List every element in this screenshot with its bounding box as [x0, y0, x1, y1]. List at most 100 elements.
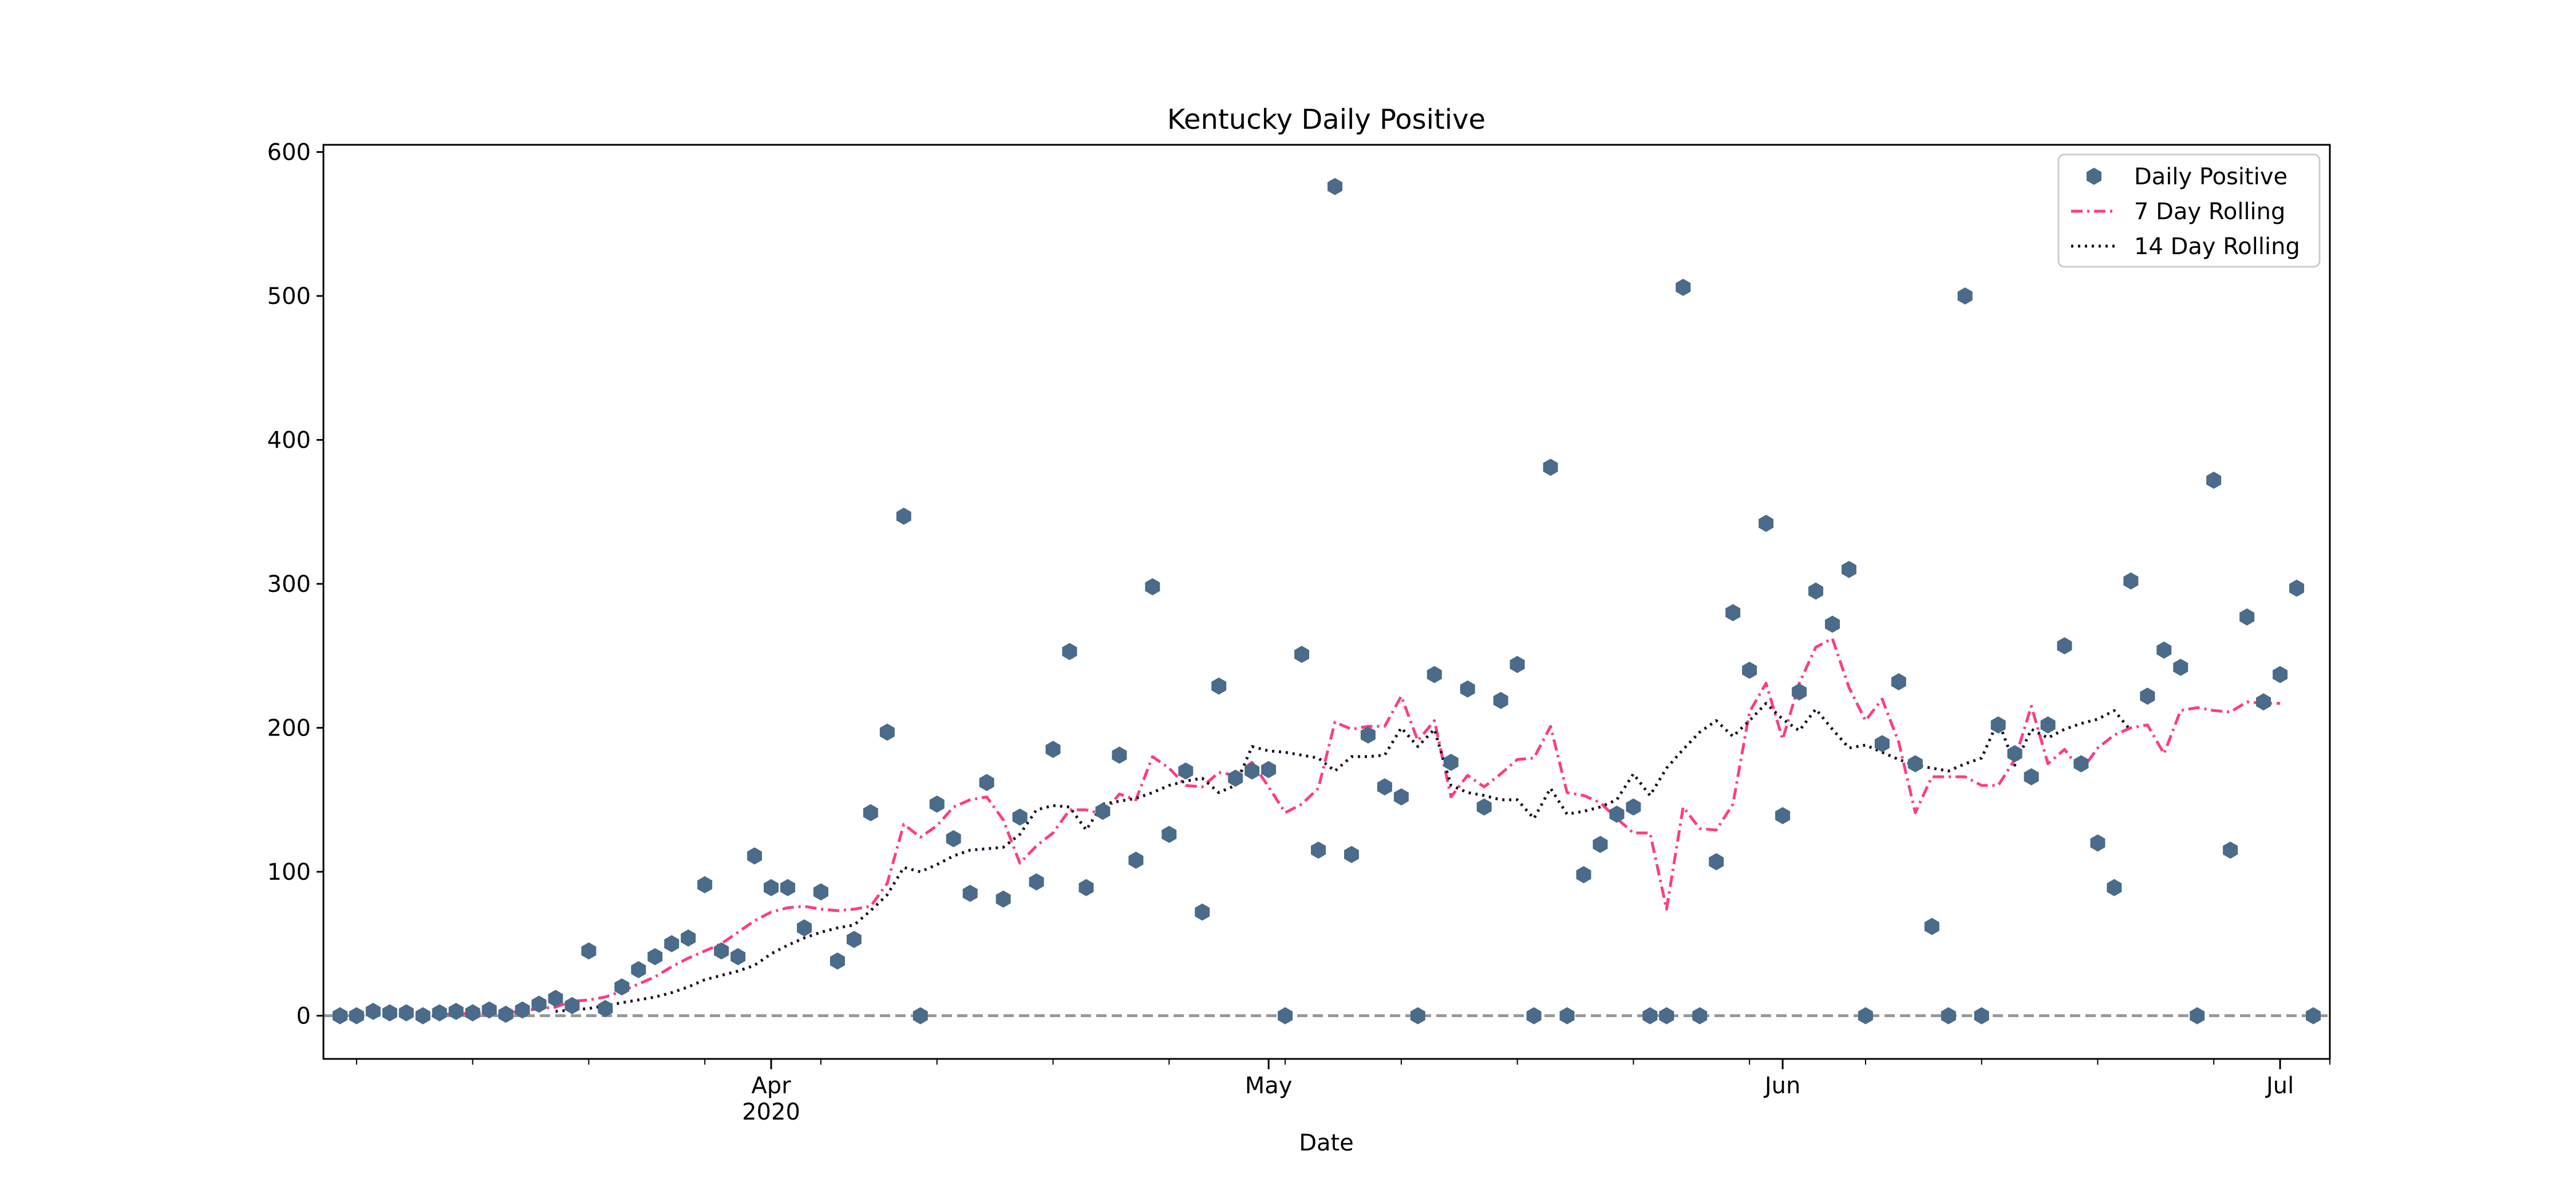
data-point [2057, 637, 2072, 655]
data-point [1692, 1007, 1708, 1025]
legend-label-14-day-rolling: 14 Day Rolling [2134, 234, 2300, 260]
data-point [1609, 805, 1625, 823]
data-point [2007, 745, 2022, 762]
data-point [2306, 1007, 2321, 1025]
data-point [448, 1003, 464, 1020]
y-tick-label: 0 [297, 1003, 311, 1030]
data-point [1759, 515, 1774, 532]
data-point [1559, 1007, 1575, 1025]
data-point [1128, 851, 1144, 869]
data-point [1393, 788, 1409, 806]
data-point [598, 1000, 613, 1017]
data-point [1941, 1007, 1956, 1025]
data-point [1775, 807, 1791, 824]
data-point [863, 804, 878, 821]
data-point [1112, 746, 1127, 764]
data-point [1907, 755, 1923, 773]
data-point [1095, 802, 1111, 820]
data-point [432, 1004, 447, 1022]
data-point [465, 1004, 480, 1022]
data-point [697, 876, 713, 893]
data-point [1593, 836, 1608, 853]
data-point [1626, 798, 1641, 816]
legend: Daily Positive 7 Day Rolling 14 Day Rollin… [2057, 153, 2321, 268]
data-point [1278, 1007, 1293, 1025]
data-point [1228, 769, 1243, 787]
data-point [1990, 716, 2006, 734]
data-point [1642, 1007, 1658, 1025]
data-point [415, 1007, 430, 1025]
x-tick-sublabel: 2020 [742, 1099, 800, 1125]
data-point [847, 931, 862, 948]
data-point [2140, 687, 2155, 705]
data-point [1510, 655, 1525, 673]
data-point [1874, 735, 1890, 753]
data-point [2156, 641, 2172, 659]
data-point [1045, 741, 1061, 758]
x-tick-label: Jun [1763, 1073, 1801, 1099]
data-point [1145, 578, 1160, 596]
data-point [1344, 845, 1359, 863]
data-point [333, 1007, 347, 1025]
y-tick-label: 200 [267, 715, 311, 742]
data-point [2040, 716, 2056, 734]
data-point [481, 1001, 497, 1019]
data-point [614, 978, 630, 996]
data-point [1709, 853, 1724, 871]
x-axis-label: Date [1299, 1130, 1354, 1156]
legend-label-7-day-rolling: 7 Day Rolling [2134, 199, 2285, 225]
legend-box [2057, 153, 2321, 268]
data-point [1261, 761, 1277, 778]
data-point [2206, 472, 2222, 489]
y-tick-label: 600 [267, 140, 311, 166]
data-point [1195, 903, 1210, 921]
data-point [929, 795, 945, 813]
data-point [1460, 680, 1475, 698]
data-point [564, 997, 580, 1014]
data-point [2239, 608, 2255, 626]
x-tick-label: Apr [752, 1073, 792, 1099]
data-point [946, 830, 961, 848]
data-point [1078, 879, 1094, 896]
data-point [714, 942, 729, 960]
data-point [1377, 778, 1392, 796]
data-point [398, 1004, 414, 1022]
data-point [2107, 879, 2122, 896]
data-point [1327, 177, 1342, 195]
data-point [1808, 582, 1823, 600]
data-point [581, 942, 596, 960]
data-point [1427, 666, 1442, 683]
series-line-7-day-rolling [439, 637, 2281, 1016]
data-point [764, 879, 779, 896]
data-point [1244, 762, 1260, 780]
data-point [1062, 643, 1077, 661]
chart-title: Kentucky Daily Positive [1167, 104, 1485, 136]
data-point [2073, 755, 2089, 773]
data-point [1161, 825, 1177, 843]
data-point [813, 883, 828, 901]
data-point [1576, 866, 1591, 884]
data-point [1029, 873, 1044, 891]
data-point [2090, 834, 2105, 852]
data-point [365, 1003, 381, 1020]
data-point [1891, 673, 1906, 691]
data-point [1957, 287, 1973, 305]
data-point [515, 1001, 530, 1019]
data-point [1360, 726, 1376, 744]
x-tick-label: Jul [2265, 1073, 2294, 1099]
y-tick-label: 400 [267, 428, 311, 454]
data-point [830, 952, 845, 970]
data-point [912, 1007, 928, 1025]
data-point [1311, 841, 1326, 859]
data-point [2289, 579, 2305, 597]
data-point [1676, 279, 1691, 296]
data-point [1659, 1007, 1674, 1025]
data-point [2123, 572, 2139, 590]
data-point [747, 847, 762, 865]
data-point [1012, 808, 1028, 826]
data-point [995, 890, 1011, 908]
data-point [879, 723, 895, 741]
legend-marker-daily-positive [2087, 168, 2101, 185]
